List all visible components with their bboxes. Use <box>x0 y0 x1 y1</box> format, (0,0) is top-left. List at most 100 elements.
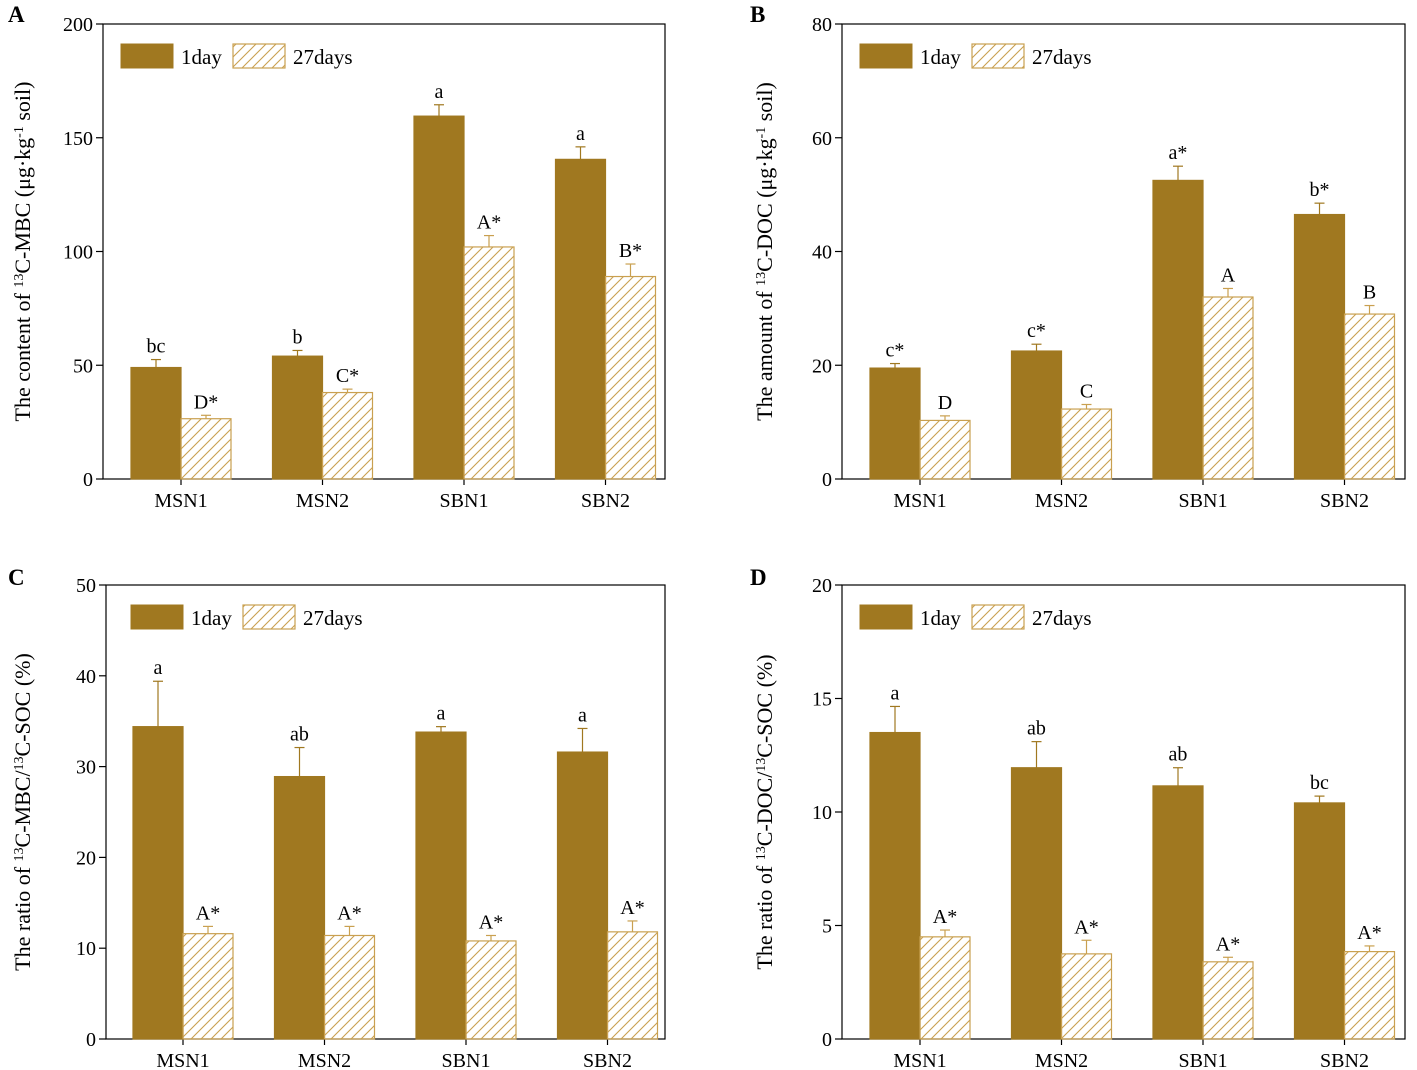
legend-label-27days: 27days <box>303 606 363 630</box>
significance-label: ab <box>1169 744 1188 766</box>
significance-label: a <box>578 704 587 726</box>
bar-1day <box>869 731 921 1040</box>
legend-swatch-1day <box>120 43 174 69</box>
bar-1day <box>554 158 607 480</box>
y-tick-label: 0 <box>86 1029 96 1051</box>
x-tick-label: SBN1 <box>1179 490 1228 512</box>
bar-27days <box>1343 951 1396 1040</box>
bar-27days <box>919 419 971 480</box>
y-tick-label: 200 <box>63 14 93 36</box>
bar-27days <box>919 936 971 1040</box>
significance-label: A* <box>1216 933 1240 955</box>
x-tick-label: SBN1 <box>1179 1050 1228 1070</box>
significance-label: A* <box>477 212 501 234</box>
legend-label-1day: 1day <box>191 606 232 630</box>
legend-swatch-27days <box>232 43 286 69</box>
significance-label: b* <box>1310 179 1330 201</box>
significance-label: a <box>435 81 444 103</box>
significance-label: B <box>1363 282 1376 304</box>
legend-swatch-1day <box>130 604 184 630</box>
significance-label: a <box>154 657 163 679</box>
bar-27days <box>180 418 232 480</box>
significance-label: C <box>1080 380 1093 402</box>
y-axis-label: The ratio of 13C-MBC/13C-SOC (%) <box>10 653 35 971</box>
x-tick-label: MSN1 <box>156 1050 209 1070</box>
y-tick-label: 20 <box>812 575 832 597</box>
bar-1day <box>556 751 609 1040</box>
bar-27days <box>604 275 657 480</box>
significance-label: ab <box>1027 718 1046 740</box>
legend-label-27days: 27days <box>293 45 353 69</box>
significance-label: C* <box>336 365 359 387</box>
y-tick-label: 20 <box>76 847 96 869</box>
panel-letter: A <box>8 2 25 27</box>
x-tick-label: SBN2 <box>581 490 630 512</box>
x-tick-label: MSN1 <box>893 490 946 512</box>
bar-1day <box>1152 179 1204 480</box>
y-tick-label: 15 <box>812 689 832 711</box>
x-tick-label: SBN1 <box>440 490 489 512</box>
chart-panel-d: D 0 5 10 15 20 The ratio of 13C-DOC/13C-SOC (%… <box>750 565 1406 1070</box>
bar-1day <box>273 775 326 1040</box>
y-tick-label: 0 <box>83 469 93 491</box>
legend-swatch-27days <box>971 43 1025 69</box>
x-tick-label: SBN2 <box>1320 1050 1369 1070</box>
significance-label: A* <box>337 902 361 924</box>
significance-label: B* <box>619 240 642 262</box>
significance-label: c* <box>1027 320 1046 342</box>
x-tick-label: MSN2 <box>296 490 349 512</box>
y-tick-label: 50 <box>73 355 93 377</box>
legend-label-1day: 1day <box>920 45 961 69</box>
y-tick-label: 30 <box>76 757 96 779</box>
y-tick-label: 0 <box>822 1029 832 1051</box>
panel-letter: B <box>750 2 765 27</box>
significance-label: A* <box>479 911 503 933</box>
bar-27days <box>1202 961 1254 1040</box>
chart-panel-b: B 0 20 40 60 80 The amount of 13C-DOC (μg·kg-1… <box>750 2 1406 512</box>
legend-label-27days: 27days <box>1032 606 1092 630</box>
legend-label-1day: 1day <box>181 45 222 69</box>
y-axis-label: The content of 13C-MBC (μg·kg-1 soil) <box>10 82 35 422</box>
significance-label: a <box>576 123 585 145</box>
y-tick-label: 40 <box>76 666 96 688</box>
legend-swatch-27days <box>242 604 296 630</box>
bar-1day <box>869 367 921 480</box>
bar-27days <box>465 940 517 1040</box>
y-axis-label: The amount of 13C-DOC (μg·kg-1 soil) <box>752 82 777 421</box>
y-tick-label: 40 <box>812 242 832 264</box>
significance-label: b <box>293 326 303 348</box>
y-tick-label: 150 <box>63 128 93 150</box>
x-tick-label: MSN1 <box>893 1050 946 1070</box>
significance-label: a <box>891 682 900 704</box>
bar-1day <box>413 115 465 480</box>
bar-1day <box>132 726 184 1040</box>
y-tick-label: 100 <box>63 242 93 264</box>
significance-label: bc <box>1310 772 1329 794</box>
bar-1day <box>1152 785 1204 1040</box>
significance-label: ab <box>290 724 309 746</box>
bar-27days <box>606 931 659 1040</box>
bar-1day <box>415 731 467 1040</box>
bar-1day <box>130 366 182 480</box>
y-tick-label: 60 <box>812 128 832 150</box>
significance-label: A* <box>196 902 220 924</box>
significance-label: a* <box>1169 142 1188 164</box>
bar-1day <box>1293 213 1346 480</box>
legend-label-27days: 27days <box>1032 45 1092 69</box>
chart-panel-a: A 0 50 100 150 200 The content of 13C-MBC (μg·… <box>8 2 666 512</box>
legend-swatch-1day <box>859 43 913 69</box>
chart-panel-c: C 0 10 20 30 40 50 The ratio of 13C-MBC/13C-SOC… <box>8 565 666 1070</box>
y-tick-label: 0 <box>822 469 832 491</box>
panel-letter: D <box>750 565 767 590</box>
y-tick-label: 20 <box>812 355 832 377</box>
significance-label: A* <box>620 897 644 919</box>
bar-1day <box>1293 802 1346 1040</box>
significance-label: A* <box>933 906 957 928</box>
x-tick-label: SBN2 <box>1320 490 1369 512</box>
bar-1day <box>271 355 324 480</box>
plot-frame <box>105 584 666 1040</box>
bar-1day <box>1010 767 1063 1040</box>
y-tick-label: 50 <box>76 575 96 597</box>
y-tick-label: 10 <box>812 802 832 824</box>
